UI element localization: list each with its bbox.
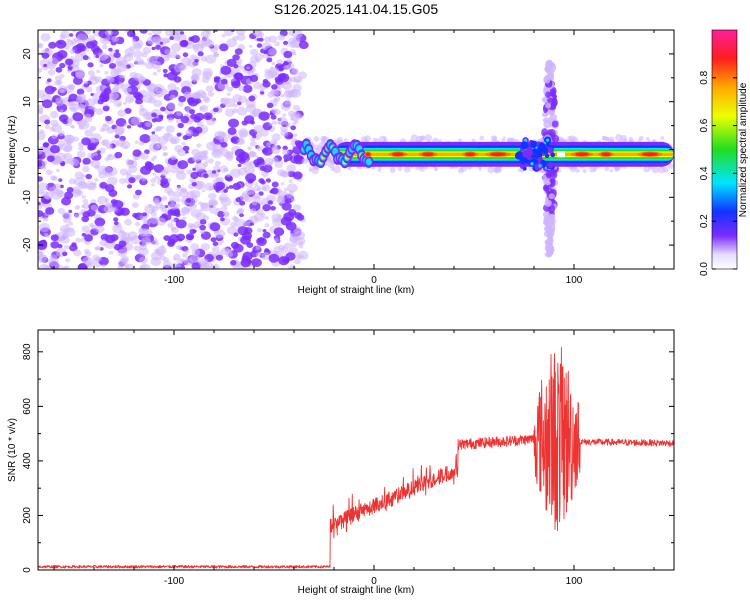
- snr-ylabel: SNR (10 * v/v): [7, 418, 18, 482]
- snr-panel: -100 0 100 0 200 400 600 800 Height of straight…: [7, 329, 675, 596]
- snr-xtick-label: -100: [164, 576, 184, 587]
- spectrogram-ytick-label: -10: [22, 190, 33, 205]
- colorbar-tick-label: 0.6: [699, 118, 710, 132]
- spectrogram-ytick-label: 10: [22, 96, 33, 108]
- snr-series-line: [38, 347, 674, 569]
- colorbar-gradient: [712, 30, 737, 269]
- snr-xlabel: Height of straight line (km): [298, 585, 415, 596]
- snr-ytick-label: 600: [22, 398, 33, 415]
- snr-ticks: -100 0 100 0 200 400 600 800: [22, 330, 674, 587]
- spectrogram-ytick-label: 20: [22, 48, 33, 60]
- spectrogram-xtick-label: 100: [566, 275, 583, 286]
- chart-title: S126.2025.141.04.15.G05: [273, 1, 439, 17]
- snr-xtick-label: 0: [371, 576, 377, 587]
- spectrogram-ylabel: Frequency (Hz): [7, 116, 18, 185]
- snr-frame: [37, 329, 675, 571]
- spectrogram-ytick-label: -20: [22, 237, 33, 252]
- spectrogram-heatmap: [38, 30, 674, 269]
- snr-xtick-label: 100: [566, 576, 583, 587]
- spectrogram-ytick-label: 0: [22, 146, 33, 152]
- spectrogram-xtick-label: 0: [371, 275, 377, 286]
- colorbar: 0.0 0.2 0.4 0.6 0.8 Normalized spectral ampl…: [699, 29, 749, 276]
- colorbar-tick-label: 0.2: [699, 214, 710, 228]
- snr-ytick-label: 200: [22, 507, 33, 524]
- spectrogram-xtick-label: -100: [164, 275, 184, 286]
- colorbar-tick-label: 0.8: [699, 70, 710, 84]
- colorbar-tick-label: 0.4: [699, 166, 710, 180]
- colorbar-label: Normalized spectral amplitude: [738, 82, 749, 217]
- colorbar-tick-label: 0.0: [699, 262, 710, 276]
- snr-ytick-label: 400: [22, 452, 33, 469]
- snr-ytick-label: 800: [22, 343, 33, 360]
- colorbar-ticks: 0.0 0.2 0.4 0.6 0.8: [699, 29, 738, 276]
- spectrogram-xlabel: Height of straight line (km): [298, 285, 415, 296]
- snr-ytick-label: 0: [22, 567, 33, 573]
